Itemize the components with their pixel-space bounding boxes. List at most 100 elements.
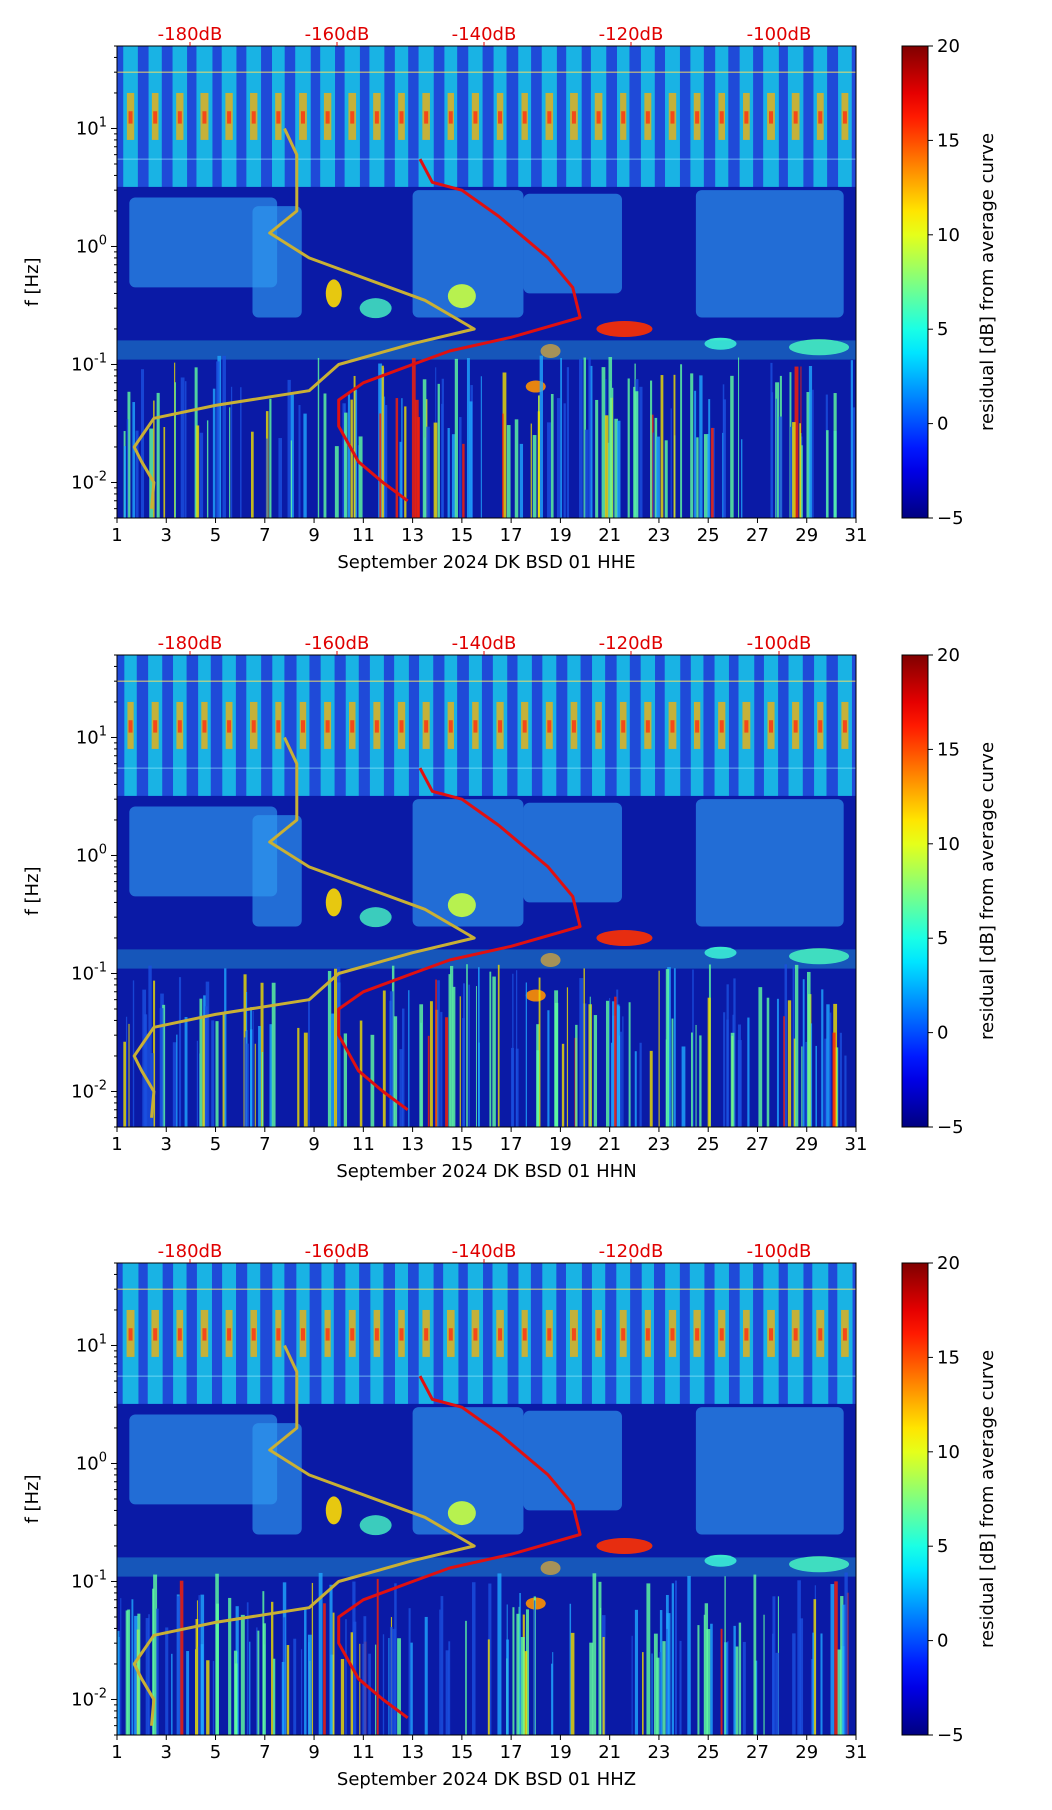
x-tick-label: 31 xyxy=(845,1742,868,1763)
lf-streak xyxy=(215,1573,219,1735)
spectrogram-image xyxy=(117,655,856,1127)
lf-streak xyxy=(593,1015,598,1127)
lf-streak xyxy=(327,970,332,1127)
hf-band xyxy=(117,1263,856,1404)
hf-stripe-peak xyxy=(227,720,232,733)
lf-streak xyxy=(708,399,711,518)
lf-streak xyxy=(679,1640,682,1735)
lf-streak xyxy=(492,976,496,1127)
microseism-blob xyxy=(129,1414,278,1505)
lf-streak xyxy=(229,407,231,518)
lf-streak xyxy=(435,1009,439,1127)
x-tick-label: 25 xyxy=(697,1742,720,1763)
lf-streak xyxy=(337,967,341,1127)
lf-streak xyxy=(852,407,856,518)
microseism-blob xyxy=(695,190,844,318)
lf-streak xyxy=(353,1621,357,1735)
top-tick-label: -120dB xyxy=(599,24,664,45)
lf-streak xyxy=(459,996,461,1127)
hf-stripe-peak xyxy=(153,720,158,733)
lf-streak xyxy=(206,1660,210,1735)
lf-streak xyxy=(552,1652,554,1735)
lf-streak xyxy=(674,1580,677,1735)
lf-streak xyxy=(687,1575,691,1735)
colorbar-tick-label: 10 xyxy=(937,225,960,246)
lf-streak xyxy=(810,1023,813,1127)
lf-streak xyxy=(199,432,204,518)
lf-streak xyxy=(141,369,145,518)
lf-streak xyxy=(451,434,456,518)
top-tick-label: -180dB xyxy=(158,633,223,654)
event-blob xyxy=(325,888,342,917)
lf-streak xyxy=(234,1663,238,1735)
x-tick-label: 29 xyxy=(795,1742,818,1763)
lf-streak xyxy=(202,1018,205,1127)
red-curve xyxy=(337,1375,582,1720)
lf-streak xyxy=(244,1037,247,1127)
hf-stripe-peak xyxy=(399,720,404,733)
lf-streak xyxy=(424,1616,428,1735)
lf-streak xyxy=(441,403,444,518)
lf-streak xyxy=(249,1641,251,1735)
hf-stripe-peak xyxy=(621,111,626,124)
lf-streak xyxy=(240,1614,245,1735)
hf-stripe-peak xyxy=(448,720,453,733)
microseism-blob xyxy=(412,1407,524,1535)
x-tick-label: 5 xyxy=(210,1742,221,1763)
lf-streak xyxy=(392,1628,396,1735)
lf-streak xyxy=(419,1004,424,1127)
lf-streak xyxy=(747,1017,750,1127)
lf-streak xyxy=(194,367,198,518)
x-axis: 1 3 5 7 9 11 13 15 17 19 21 23 25 27 29 31 xyxy=(111,1735,867,1763)
event-blob xyxy=(447,284,476,309)
lf-streak xyxy=(723,1012,726,1127)
microseism-blob xyxy=(252,206,302,318)
lf-streak xyxy=(589,1642,594,1735)
hf-stripe-peak xyxy=(842,111,847,124)
lf-streak xyxy=(787,1000,792,1127)
hf-stripe-peak xyxy=(128,1328,133,1341)
spectrogram-image xyxy=(117,1263,856,1735)
lf-streak xyxy=(298,405,301,518)
lf-streak xyxy=(622,1016,624,1127)
lf-streak xyxy=(519,443,524,518)
hf-stripe-peak xyxy=(744,111,749,124)
olive-curve xyxy=(132,127,476,509)
lf-streak xyxy=(149,428,154,518)
lf-streak xyxy=(840,1596,844,1735)
lf-streak xyxy=(125,1610,129,1735)
lf-streak xyxy=(608,357,613,518)
hf-stripe-peak xyxy=(424,111,429,124)
lf-streak xyxy=(433,422,438,518)
lf-streak xyxy=(132,980,135,1127)
lf-streak xyxy=(813,1599,817,1735)
y-axis: 10-2 10-1 100 101 xyxy=(71,45,117,519)
colorbar-gradient xyxy=(901,45,929,519)
lf-streak xyxy=(614,996,617,1127)
lf-streak xyxy=(656,436,660,518)
lf-streak xyxy=(382,1634,385,1735)
lf-streak xyxy=(497,1573,502,1735)
event-blob xyxy=(447,893,476,918)
lf-streak xyxy=(123,1041,126,1127)
lf-streak xyxy=(690,373,694,518)
lf-streak xyxy=(696,437,699,518)
lf-streak xyxy=(224,968,227,1127)
lf-streak xyxy=(198,1595,200,1735)
y-tick-label: 101 xyxy=(76,115,107,139)
x-tick-label: 3 xyxy=(161,1134,172,1155)
hf-stripe-peak xyxy=(744,1328,749,1341)
y-axis-label: f [Hz] xyxy=(22,257,43,306)
event-blob xyxy=(789,1556,850,1573)
x-tick-label: 11 xyxy=(352,525,375,546)
lf-streak xyxy=(331,1013,335,1127)
lf-streak xyxy=(256,1630,260,1735)
microseism-band xyxy=(117,949,856,969)
hf-stripe-peak xyxy=(202,720,207,733)
lf-streak xyxy=(415,399,419,518)
lf-streak xyxy=(694,390,697,518)
hf-stripe-peak xyxy=(350,720,355,733)
lf-streak xyxy=(408,1608,411,1735)
